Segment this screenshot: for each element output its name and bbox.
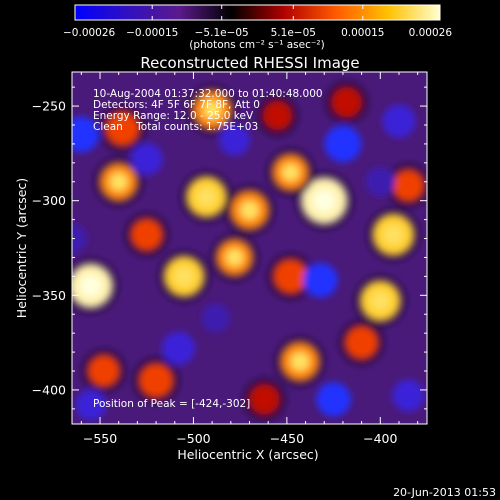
heatmap-negative-blob (382, 104, 416, 138)
annotation-detectors: Detectors: 4F 5F 6F 7F 8F, Att 0 (93, 99, 260, 111)
annotation-time-range: 10-Aug-2004 01:37:32.000 to 01:40:48.000 (93, 88, 323, 100)
heatmap-negative-blob (161, 331, 196, 365)
annotation-energy-range: Energy Range: 12.0 - 25.0 keV (93, 110, 254, 122)
colorbar (74, 4, 441, 21)
heatmap-blobs (72, 80, 427, 422)
heatmap-blob-core (174, 266, 194, 286)
heatmap-blob-core (80, 275, 102, 297)
heatmap-positive-blob (345, 326, 378, 359)
colorbar-tick-label: −0.00015 (126, 27, 178, 39)
x-axis-ticks: −550 −500 −450 −400 (80, 72, 419, 446)
colorbar-tick-label: 0.00026 (409, 27, 453, 39)
y-tick-label: −300 (32, 193, 66, 208)
heatmap-blob-core (109, 172, 128, 191)
heatmap-negative-blob (303, 262, 338, 298)
colorbar-tick-label: 0.00015 (341, 27, 384, 39)
heatmap-positive-blob (392, 170, 424, 201)
heatmap-positive-blob (88, 355, 120, 387)
heatmap-positive-blob (139, 363, 173, 398)
y-axis-label: Heliocentric Y (arcsec) (14, 178, 29, 318)
heatmap-negative-blob (219, 124, 250, 156)
heatmap-negative-blob (201, 303, 231, 333)
heatmap-blob-core (313, 189, 336, 212)
x-tick-label: −500 (176, 431, 210, 446)
heatmap-blob-core (383, 224, 404, 245)
heatmap-positive-blob (263, 101, 292, 130)
heatmap-blob-core (370, 291, 390, 311)
x-tick-label: −450 (270, 431, 304, 446)
heatmap-negative-blob (75, 389, 107, 421)
y-tick-label: −400 (32, 382, 66, 397)
annotation-total-counts: Clean Total counts: 1.75E+03 (93, 121, 258, 133)
heatmap-positive-blob (249, 384, 280, 415)
x-axis-label: Heliocentric X (arcsec) (177, 447, 318, 462)
heatmap-positive-blob (131, 219, 163, 251)
heatmap-blob-core (240, 200, 259, 220)
footer-date: 20-Jun-2013 01:53 (393, 486, 496, 499)
colorbar-tick-label: −5.1e−05 (195, 27, 249, 39)
y-tick-label: −350 (32, 288, 66, 303)
heatmap-negative-blob (324, 125, 362, 163)
heatmap-blob-core (197, 187, 217, 207)
x-tick-label: −550 (83, 431, 117, 446)
heatmap-negative-blob (392, 379, 425, 412)
heatmap-negative-blob (72, 223, 87, 254)
heatmap-negative-blob (365, 166, 396, 197)
y-axis-ticks: −250 −300 −350 −400 (32, 86, 427, 410)
annotation-peak-position: Position of Peak = [-424,-302] (93, 398, 250, 410)
heatmap-positive-blob (331, 87, 362, 118)
heatmap-blob-core (202, 100, 222, 120)
heatmap-blob-core (282, 163, 300, 181)
x-tick-label: −400 (363, 431, 397, 446)
heatmap-blob-core (290, 352, 310, 371)
heatmap-positive-blob (274, 259, 308, 293)
chart-title: Reconstructed RHESSI Image (140, 54, 359, 72)
colorbar-tick-label: −0.00026 (63, 27, 116, 39)
heatmap-negative-blob (316, 382, 351, 417)
heatmap-negative-blob (72, 116, 100, 153)
heatmap-image (72, 72, 427, 424)
colorbar-ticks: −0.00026 −0.00015 −5.1e−05 5.1e−05 0.00015 0.… (63, 5, 452, 39)
colorbar-tick-label: 5.1e−05 (271, 27, 316, 39)
heatmap-positive-blob (105, 112, 140, 146)
colorbar-unit-label: (photons cm⁻² s⁻¹ asec⁻²) (189, 39, 324, 51)
heatmap-negative-blob (130, 143, 163, 176)
y-tick-label: −250 (32, 99, 66, 114)
heatmap-blob-core (225, 248, 244, 267)
